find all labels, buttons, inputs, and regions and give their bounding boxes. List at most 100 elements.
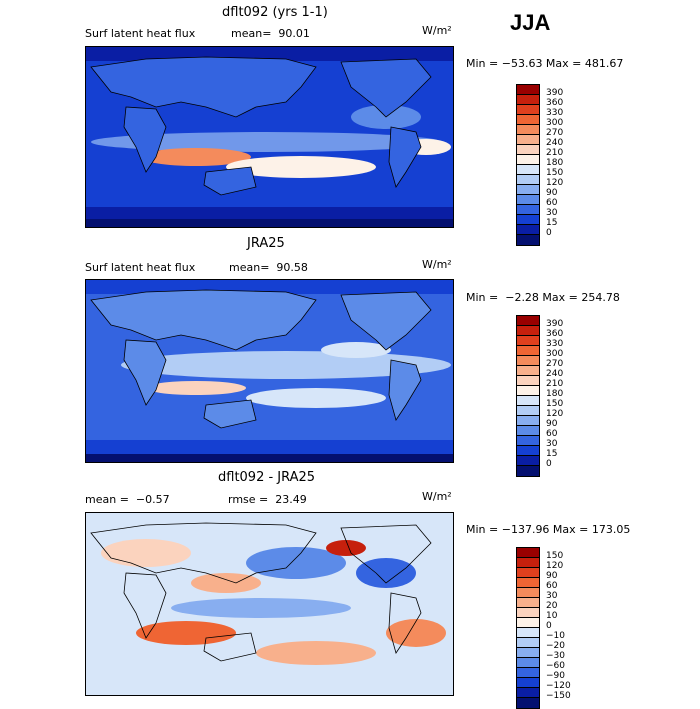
colorbar-tick-label: 60 [546, 581, 558, 591]
panel1-colorbar-swatch [517, 195, 539, 205]
panel1-title: dflt092 (yrs 1-1) [222, 5, 328, 20]
panel3-colorbar-swatch [517, 628, 539, 638]
panel2-colorbar-swatch [517, 426, 539, 436]
africa [123, 339, 167, 406]
colorbar-tick-label: 180 [546, 158, 564, 168]
negative-anomaly-region [171, 598, 351, 618]
panel3-rmse-label: rmse = 23.49 [228, 493, 307, 506]
colorbar-tick-label: 270 [546, 128, 564, 138]
colorbar-tick-label: 300 [546, 349, 564, 359]
north-america [340, 524, 432, 584]
colorbar-tick-label: −120 [546, 681, 571, 691]
panel3-colorbar-swatch [517, 588, 539, 598]
panel3-mean-label: mean = −0.57 [85, 493, 170, 506]
panel3-colorbar-swatch [517, 688, 539, 698]
panel1-colorbar-swatch [517, 135, 539, 145]
north-america [340, 58, 432, 118]
panel1-colorbar [516, 84, 540, 246]
panel3-colorbar-swatch [517, 668, 539, 678]
panel1-map [85, 46, 454, 228]
africa [123, 572, 167, 639]
colorbar-tick-label: 210 [546, 379, 564, 389]
colorbar-tick-label: 150 [546, 168, 564, 178]
panel1-colorbar-swatch [517, 85, 539, 95]
panel2-colorbar-swatch [517, 436, 539, 446]
colorbar-tick-label: 240 [546, 138, 564, 148]
panel3-colorbar-swatch [517, 558, 539, 568]
panel1-colorbar-swatch [517, 175, 539, 185]
negative-anomaly-region [246, 547, 346, 579]
colorbar-tick-label: 270 [546, 359, 564, 369]
colorbar-tick-label: 15 [546, 449, 558, 459]
colorbar-tick-label: 30 [546, 591, 558, 601]
panel3-colorbar-swatch [517, 618, 539, 628]
eurasia [90, 289, 317, 351]
positive-anomaly-region [386, 619, 446, 647]
antarctic-edge [86, 219, 453, 227]
positive-anomaly-region [256, 641, 376, 665]
panel3-map-graphic [86, 513, 453, 695]
indian-ocean-maximum [146, 381, 246, 395]
panel2-map-graphic [86, 280, 453, 462]
north-pacific-band [321, 342, 391, 358]
colorbar-tick-label: 10 [546, 611, 558, 621]
colorbar-tick-label: 20 [546, 601, 558, 611]
panel2-units: W/m² [422, 258, 452, 271]
indian-ocean-maximum [141, 148, 251, 166]
south-pacific-band [246, 388, 386, 408]
panel2-colorbar-swatch [517, 336, 539, 346]
panel1-colorbar-swatch [517, 205, 539, 215]
panel2-colorbar-swatch [517, 396, 539, 406]
colorbar-tick-label: 90 [546, 188, 558, 198]
colorbar-tick-label: 360 [546, 329, 564, 339]
panel3-colorbar-swatch [517, 608, 539, 618]
panel1-minmax: Min = −53.63 Max = 481.67 [466, 57, 624, 70]
panel3-colorbar-swatch [517, 648, 539, 658]
panel2-colorbar-swatch [517, 386, 539, 396]
panel2-colorbar-swatch [517, 316, 539, 326]
australia [203, 632, 257, 662]
panel2-colorbar-swatch [517, 356, 539, 366]
colorbar-tick-label: 60 [546, 198, 558, 208]
panel3-colorbar-swatch [517, 548, 539, 558]
panel1-colorbar-swatch [517, 125, 539, 135]
colorbar-tick-label: 390 [546, 88, 564, 98]
panel2-minmax: Min = −2.28 Max = 254.78 [466, 291, 620, 304]
africa [123, 106, 167, 173]
panel2-colorbar-swatch [517, 346, 539, 356]
season-label: JJA [510, 10, 551, 35]
tropical-band [121, 351, 451, 379]
panel3-map [85, 512, 454, 696]
panel1-colorbar-swatch [517, 145, 539, 155]
panel3-colorbar-swatch [517, 658, 539, 668]
positive-anomaly-region [191, 573, 261, 593]
eurasia [90, 522, 317, 584]
panel2-colorbar-swatch [517, 446, 539, 456]
colorbar-tick-label: −10 [546, 631, 565, 641]
colorbar-tick-label: 30 [546, 208, 558, 218]
panel3-minmax: Min = −137.96 Max = 173.05 [466, 523, 631, 536]
panel3-colorbar-swatch [517, 568, 539, 578]
panel3-units: W/m² [422, 490, 452, 503]
arctic-band [86, 47, 453, 61]
colorbar-tick-label: −30 [546, 651, 565, 661]
panel1-colorbar-swatch [517, 155, 539, 165]
panel2-colorbar-swatch [517, 466, 539, 476]
colorbar-tick-label: −90 [546, 671, 565, 681]
panel2-colorbar-swatch [517, 406, 539, 416]
antarctic-edge [86, 454, 453, 462]
tropical-band [91, 132, 441, 152]
colorbar-tick-label: 60 [546, 429, 558, 439]
colorbar-tick-label: 240 [546, 369, 564, 379]
positive-anomaly-region [326, 540, 366, 556]
continents [90, 289, 432, 429]
panel2-colorbar-swatch [517, 416, 539, 426]
panel2-title: JRA25 [247, 236, 285, 251]
colorbar-tick-label: 150 [546, 399, 564, 409]
panel2-colorbar [516, 315, 540, 477]
panel1-colorbar-swatch [517, 185, 539, 195]
colorbar-tick-label: 390 [546, 319, 564, 329]
panel1-colorbar-swatch [517, 235, 539, 245]
colorbar-tick-label: 30 [546, 439, 558, 449]
colorbar-tick-label: 120 [546, 178, 564, 188]
